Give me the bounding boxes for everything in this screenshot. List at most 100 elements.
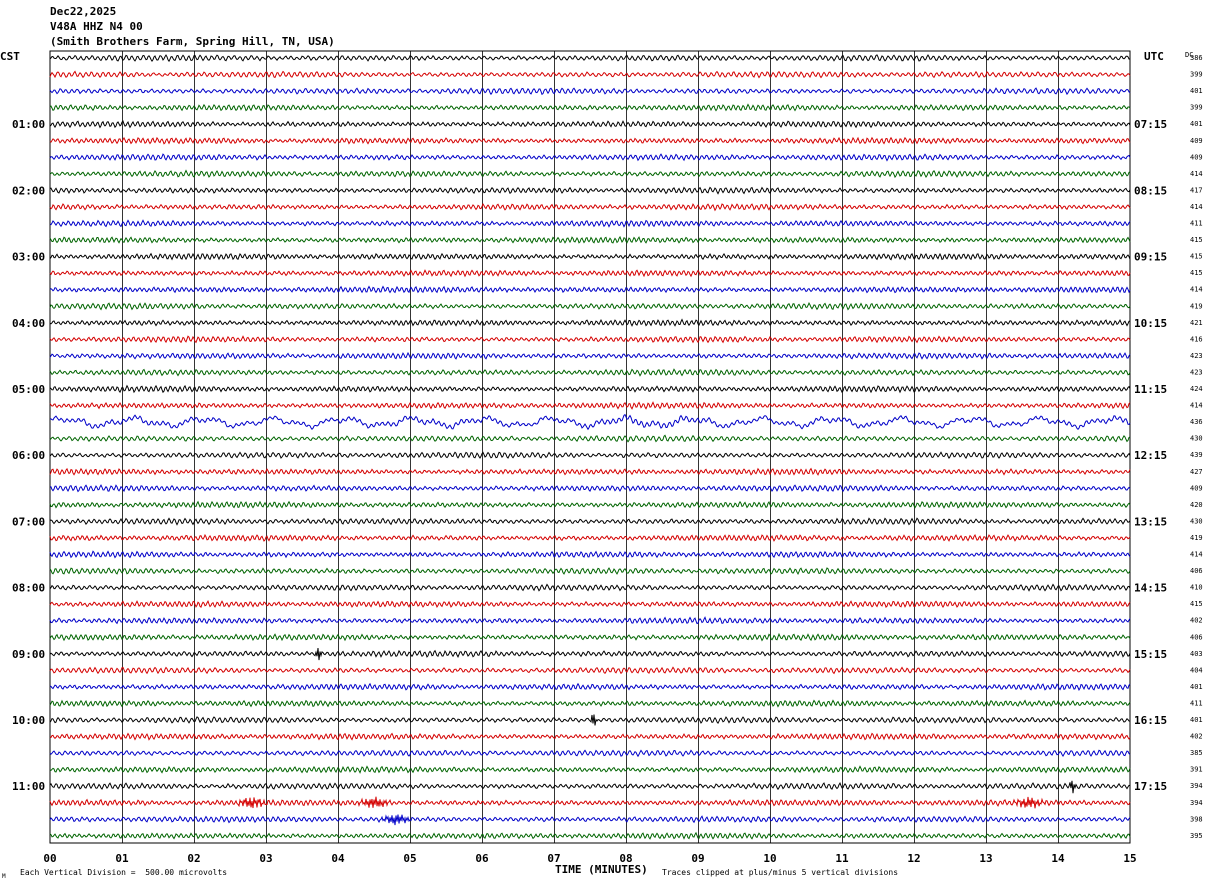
left-timezone-label: CST bbox=[0, 50, 20, 63]
trace-line bbox=[49, 583, 1131, 592]
trace-line bbox=[49, 219, 1131, 228]
dc-value-label: 409 bbox=[1190, 137, 1203, 145]
utc-hour-label: 15:15 bbox=[1134, 648, 1167, 661]
dc-value-label: 430 bbox=[1190, 435, 1203, 443]
utc-hour-label: 08:15 bbox=[1134, 184, 1167, 197]
dc-value-label: 399 bbox=[1190, 71, 1203, 79]
trace-line bbox=[49, 749, 1131, 758]
dc-value-label: 411 bbox=[1190, 699, 1203, 707]
x-tick-label: 11 bbox=[835, 852, 849, 865]
cst-hour-label: 01:00 bbox=[12, 118, 45, 131]
dc-offset-labels: 386 399 401 399 401 409 409 414 417 414 411 415 415 4… bbox=[1190, 54, 1203, 840]
dc-value-label: 436 bbox=[1190, 418, 1203, 426]
trace-line bbox=[49, 252, 1131, 261]
dc-value-label: 414 bbox=[1190, 402, 1203, 410]
utc-hour-label: 09:15 bbox=[1134, 251, 1167, 264]
x-tick-label: 15 bbox=[1123, 852, 1136, 865]
x-tick-label: 04 bbox=[331, 852, 345, 865]
trace-line bbox=[49, 467, 1131, 476]
trace-line bbox=[49, 235, 1131, 244]
trace-line bbox=[49, 169, 1131, 179]
utc-hour-label: 11:15 bbox=[1134, 383, 1167, 396]
cst-hour-label: 11:00 bbox=[12, 780, 45, 793]
trace-line bbox=[49, 87, 1131, 96]
cst-hour-label: 02:00 bbox=[12, 184, 45, 197]
trace-line bbox=[49, 616, 1131, 625]
cst-hour-label: 04:00 bbox=[12, 317, 45, 330]
dc-value-label: 385 bbox=[1190, 749, 1203, 757]
trace-line bbox=[49, 567, 1131, 575]
dc-value-label: 401 bbox=[1190, 120, 1203, 128]
dc-value-label: 401 bbox=[1190, 683, 1203, 691]
dc-value-label: 415 bbox=[1190, 269, 1203, 277]
plot-frame bbox=[49, 50, 1131, 844]
scale-note: Each Vertical Division = 500.00 microvol… bbox=[20, 868, 227, 877]
trace-line bbox=[49, 120, 1131, 129]
dc-value-label: 419 bbox=[1190, 534, 1203, 542]
trace-line bbox=[49, 648, 1131, 661]
trace-line bbox=[49, 335, 1131, 344]
trace-line bbox=[49, 814, 1131, 826]
chart-header: Dec22,2025 V48A HHZ N4 00 (Smith Brother… bbox=[50, 4, 335, 49]
x-tick-label: 02 bbox=[187, 852, 200, 865]
trace-line bbox=[49, 714, 1131, 726]
trace-line bbox=[49, 368, 1131, 377]
utc-hour-label: 12:15 bbox=[1134, 449, 1167, 462]
dc-value-label: 394 bbox=[1190, 782, 1203, 790]
utc-hour-labels: 07:15 08:15 09:15 10:15 11:15 12:15 13:15 14:15… bbox=[1134, 118, 1167, 793]
dc-value-label: 423 bbox=[1190, 368, 1203, 376]
dc-value-label: 409 bbox=[1190, 153, 1203, 161]
plot-grid bbox=[49, 50, 1131, 844]
trace-line bbox=[49, 796, 1131, 809]
cst-hour-label: 05:00 bbox=[12, 383, 45, 396]
dc-value-label: 398 bbox=[1190, 815, 1203, 823]
dc-value-label: 401 bbox=[1190, 716, 1203, 724]
dc-value-label: 399 bbox=[1190, 104, 1203, 112]
x-tick-label: 07 bbox=[547, 852, 560, 865]
header-location: (Smith Brothers Farm, Spring Hill, TN, U… bbox=[50, 35, 335, 48]
dc-value-label: 414 bbox=[1190, 170, 1203, 178]
trace-line bbox=[49, 484, 1131, 493]
trace-line bbox=[49, 401, 1131, 410]
x-tick-label: 10 bbox=[763, 852, 776, 865]
dc-value-label: 423 bbox=[1190, 352, 1203, 360]
dc-value-label: 406 bbox=[1190, 567, 1203, 575]
seismic-traces bbox=[49, 54, 1131, 840]
cst-hour-label: 03:00 bbox=[12, 251, 45, 264]
trace-line bbox=[49, 500, 1131, 509]
dc-value-label: 415 bbox=[1190, 600, 1203, 608]
cst-hour-labels: 01:00 02:00 03:00 04:00 05:00 06:00 07:00 08:00… bbox=[12, 118, 45, 793]
dc-value-label: 415 bbox=[1190, 253, 1203, 261]
trace-line bbox=[49, 632, 1131, 642]
dc-value-label: 417 bbox=[1190, 186, 1203, 194]
dc-value-label: 414 bbox=[1190, 286, 1203, 294]
trace-line bbox=[49, 70, 1131, 79]
x-tick-label: 08 bbox=[619, 852, 632, 865]
dc-value-label: 394 bbox=[1190, 799, 1203, 807]
trace-line bbox=[49, 699, 1131, 708]
right-timezone-label: UTC bbox=[1144, 50, 1164, 63]
dc-value-label: 391 bbox=[1190, 766, 1203, 774]
x-tick-label: 00 bbox=[43, 852, 56, 865]
trace-line bbox=[49, 434, 1131, 443]
dc-header-label: DC bbox=[1185, 51, 1193, 59]
trace-line bbox=[49, 301, 1131, 311]
trace-line bbox=[49, 351, 1131, 360]
dc-value-label: 416 bbox=[1190, 335, 1203, 343]
header-station: V48A HHZ N4 00 bbox=[50, 20, 143, 33]
dc-value-label: 401 bbox=[1190, 87, 1203, 95]
dc-value-label: 439 bbox=[1190, 451, 1203, 459]
x-axis-title: TIME (MINUTES) bbox=[555, 863, 648, 876]
trace-line bbox=[49, 103, 1131, 112]
x-tick-label: 12 bbox=[907, 852, 920, 865]
trace-line bbox=[49, 517, 1131, 526]
trace-line bbox=[49, 765, 1131, 774]
trace-line bbox=[49, 269, 1131, 278]
trace-line bbox=[49, 666, 1131, 675]
clip-note: Traces clipped at plus/minus 5 vertical … bbox=[662, 868, 898, 877]
utc-hour-label: 13:15 bbox=[1134, 515, 1167, 528]
trace-line bbox=[49, 203, 1131, 212]
x-tick-label: 05 bbox=[403, 852, 416, 865]
trace-line bbox=[49, 600, 1131, 609]
trace-line bbox=[49, 831, 1131, 840]
